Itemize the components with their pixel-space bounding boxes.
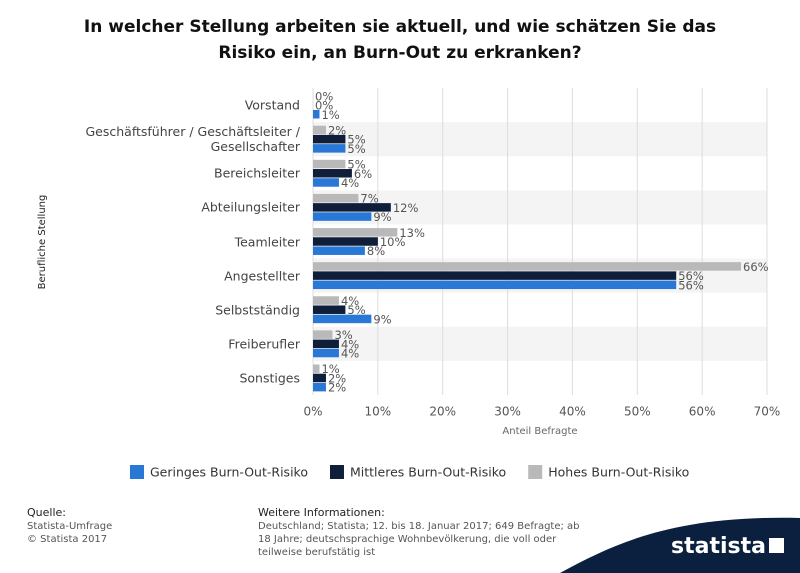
bar <box>313 169 352 178</box>
row-stripe <box>313 122 767 157</box>
row-stripe <box>313 326 767 361</box>
source-title: Quelle: <box>27 506 66 519</box>
value-label: 13% <box>399 226 425 240</box>
logo: statista <box>671 534 766 559</box>
value-label: 5% <box>347 303 365 317</box>
source-block: Quelle: Statista-Umfrage © Statista 2017 <box>27 506 112 546</box>
x-tick-label: 40% <box>559 405 586 419</box>
bar <box>313 193 359 203</box>
value-label: 56% <box>678 269 704 283</box>
bar <box>313 178 339 187</box>
bar <box>313 237 378 246</box>
legend-label: Hohes Burn-Out-Risiko <box>548 465 689 480</box>
x-axis-label: Anteil Befragte <box>502 426 577 437</box>
x-tick-label: 70% <box>754 405 781 419</box>
legend-label: Geringes Burn-Out-Risiko <box>150 465 308 480</box>
x-tick-label: 0% <box>303 405 322 419</box>
value-label: 9% <box>373 210 391 224</box>
bar <box>313 271 677 280</box>
value-label: 6% <box>354 167 372 181</box>
bar <box>313 110 320 119</box>
x-tick-label: 30% <box>494 405 521 419</box>
y-tick-label: Selbstständig <box>215 302 300 318</box>
value-label: 4% <box>341 337 359 351</box>
x-tick-label: 20% <box>429 405 456 419</box>
value-label: 5% <box>347 142 365 156</box>
value-label: 5% <box>347 133 365 147</box>
legend-swatch <box>528 465 543 479</box>
x-tick-label: 10% <box>365 405 392 419</box>
bar <box>313 228 398 237</box>
value-label: 12% <box>393 201 419 215</box>
logo-icon <box>769 538 784 553</box>
x-tick-label: 50% <box>624 405 651 419</box>
value-label: 1% <box>321 362 339 376</box>
legend-label: Mittleres Burn-Out-Risiko <box>350 465 506 480</box>
value-label: 7% <box>360 192 378 206</box>
bar <box>313 305 346 314</box>
plot-background <box>313 122 767 361</box>
y-tick-label: Geschäftsführer / Geschäftsleiter / Gese… <box>85 124 300 155</box>
bar <box>313 339 339 349</box>
value-label: 3% <box>334 328 352 342</box>
value-label: 4% <box>341 176 359 190</box>
bar <box>313 159 346 169</box>
y-tick-label: Angestellter <box>224 268 300 284</box>
value-label: 9% <box>373 312 391 326</box>
y-tick-label: Sonstiges <box>239 370 300 386</box>
value-label: 0% <box>315 99 333 113</box>
value-label: 2% <box>328 381 346 395</box>
value-label: 2% <box>328 123 346 137</box>
legend-swatch <box>130 465 144 479</box>
value-label: 5% <box>347 158 365 172</box>
value-label: 4% <box>341 347 359 361</box>
bar <box>313 246 365 255</box>
y-tick-label: Freiberufler <box>228 336 300 352</box>
legend-swatch <box>329 465 344 479</box>
value-label: 4% <box>341 294 359 308</box>
wave-decoration <box>560 517 800 573</box>
bar <box>313 373 326 383</box>
value-label: 66% <box>743 260 769 274</box>
bar <box>313 125 326 135</box>
y-tick-label: Teamleiter <box>234 234 300 249</box>
bar <box>313 203 391 212</box>
value-label: 8% <box>367 244 385 258</box>
bar <box>313 296 339 305</box>
chart-title: In welcher Stellung arbeiten sie aktuell… <box>83 17 717 63</box>
info-title: Weitere Informationen: <box>258 506 385 519</box>
bar <box>313 330 333 339</box>
bar <box>313 262 742 271</box>
value-label: 0% <box>315 89 333 103</box>
bar <box>313 134 346 144</box>
y-tick-label: Bereichsleiter <box>214 165 300 181</box>
bar <box>313 364 320 373</box>
bar <box>313 314 372 324</box>
info-block: Weitere Informationen: Deutschland; Stat… <box>258 506 588 559</box>
source: Statista-Umfrage <box>27 521 113 532</box>
y-tick-label: Abteilungsleiter <box>201 199 300 215</box>
y-axis-label: Berufliche Stellung <box>37 195 48 290</box>
bar <box>313 348 339 358</box>
value-label: 2% <box>328 371 346 385</box>
bar <box>313 144 346 153</box>
y-tick-label: Vorstand <box>244 97 300 113</box>
x-tick-label: 60% <box>689 405 716 419</box>
info: Deutschland; Statista; 12. bis 18. Janua… <box>258 521 580 558</box>
copyright: © Statista 2017 <box>27 534 108 545</box>
bar <box>313 212 372 221</box>
value-label: 56% <box>678 278 704 292</box>
value-label: 1% <box>321 108 339 122</box>
bar <box>313 280 677 290</box>
bar <box>313 382 326 392</box>
value-label: 10% <box>380 235 406 249</box>
